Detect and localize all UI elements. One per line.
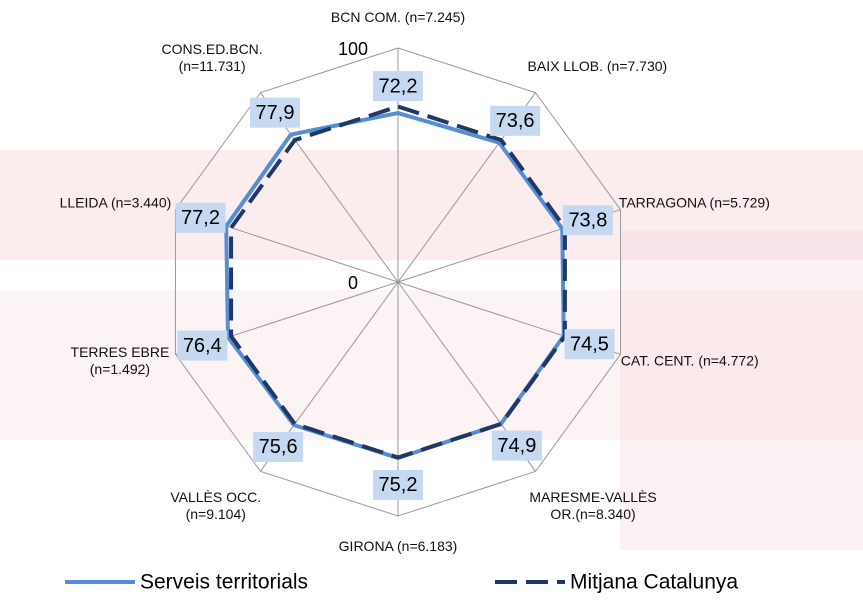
value-label-box	[253, 431, 304, 462]
y-tick-label: 100	[338, 39, 368, 59]
value-label-box	[564, 329, 615, 360]
value-label-box	[177, 330, 228, 361]
category-label: MARESME-VALLÈS OR.(n=8.340)	[529, 489, 657, 523]
value-label: 76,4	[183, 335, 222, 357]
background-band	[0, 150, 863, 260]
value-label-box	[249, 97, 300, 128]
value-label: 73,8	[568, 210, 607, 232]
value-label-box	[373, 469, 423, 500]
category-label: BAIX LLOB. (n=7.730)	[527, 57, 668, 74]
value-label: 77,2	[181, 207, 220, 229]
grid-ring	[174, 47, 622, 517]
legend-label: Mitjana Catalunya	[570, 571, 738, 594]
value-label: 75,2	[379, 474, 418, 496]
value-label: 75,6	[259, 436, 298, 458]
value-label: 77,9	[256, 102, 295, 124]
category-label: TERRES EBRE (n=1.492)	[70, 344, 170, 378]
value-label: 74,9	[497, 435, 536, 457]
value-label-box	[562, 205, 613, 236]
category-label: BCN COM. (n=7.245)	[330, 9, 466, 25]
value-label-box	[373, 71, 423, 102]
y-tick-label: 0	[348, 273, 358, 293]
legend-label: Serveis territorials	[140, 571, 308, 594]
category-label: TARRAGONA (n=5.729)	[618, 194, 770, 211]
background-band	[0, 290, 863, 440]
background-band	[620, 230, 863, 550]
value-label: 72,2	[379, 75, 418, 97]
value-label-box	[491, 430, 542, 461]
category-label: CAT. CENT. (n=4.772)	[620, 352, 759, 369]
value-label: 74,5	[570, 333, 609, 355]
category-label: CONS.ED.BCN. (n=11.731)	[161, 40, 263, 74]
category-label: GIRONA (n=6.183)	[338, 538, 458, 554]
value-label-box	[175, 202, 226, 233]
category-label: VALLÈS OCC. (n=9.104)	[170, 489, 262, 523]
value-label-box	[490, 105, 541, 136]
value-label: 73,6	[496, 110, 535, 132]
category-label: LLEIDA (n=3.440)	[59, 194, 172, 211]
series-line	[229, 104, 567, 460]
